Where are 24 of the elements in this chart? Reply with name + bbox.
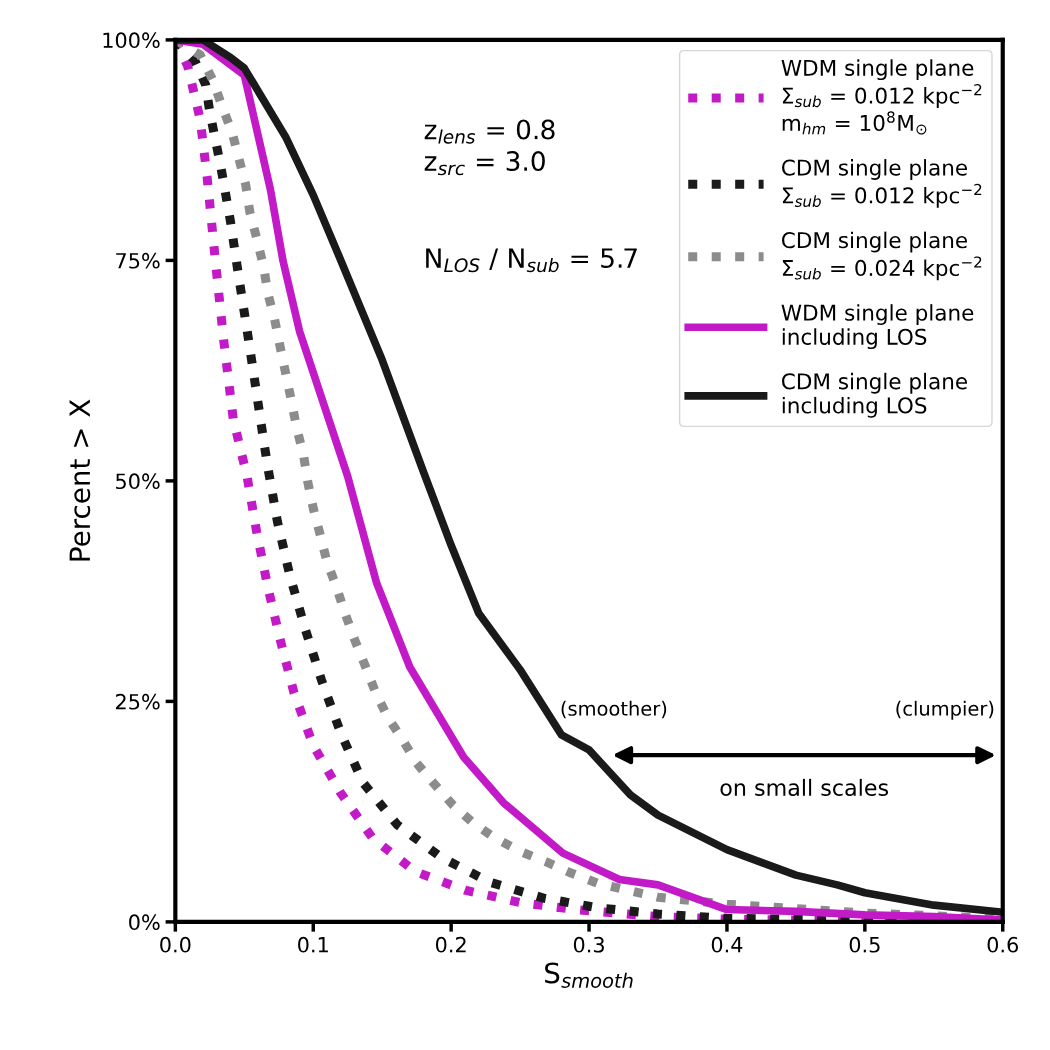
annotation: (clumpier) xyxy=(896,700,994,720)
x-tick-label: 0.5 xyxy=(849,936,880,953)
x-tick-label: 0.0 xyxy=(160,936,191,953)
annotation: (smoother) xyxy=(561,700,667,719)
x-tick-label: 0.3 xyxy=(573,936,604,953)
x-tick-label: 0.1 xyxy=(298,936,328,953)
annotation: on small scales xyxy=(720,778,889,797)
x-tick-label: 0.2 xyxy=(435,936,466,953)
annotation: N$_{LOS}$ / N$_{sub}$ = 5.7 xyxy=(426,248,637,273)
text: WDM single plane Σ$_{sub}$ = 0.012 kpc$^{−2}$ m$_{hm}$ = 10$^{8}$M$_{⊙}$ xyxy=(781,59,982,135)
y-tick-label: 100% xyxy=(103,32,160,49)
text: z$_{lens}$ = 0.8 z$_{src}$ = 3.0 xyxy=(424,119,555,176)
y-tick-label: 0% xyxy=(129,914,160,931)
legend-label: CDM single plane Σ$_{sub}$ = 0.012 kpc$^{−2}$ xyxy=(782,159,982,208)
y-tick-label: 75% xyxy=(116,252,160,269)
x-tick-label: 0.6 xyxy=(987,936,1018,953)
y-axis-title: Percent > X xyxy=(69,399,91,561)
legend-label: CDM single plane Σ$_{sub}$ = 0.024 kpc$^{−2}$ xyxy=(782,231,982,281)
x-axis-title: S$_{smooth}$ xyxy=(545,962,633,988)
y-tick-label: 25% xyxy=(115,693,160,710)
x-tick-label: 0.4 xyxy=(711,936,743,953)
legend-label: CDM single plane including LOS xyxy=(782,372,967,418)
y-tick-label: 50% xyxy=(116,473,160,490)
legend-label: WDM single plane including LOS xyxy=(781,304,974,350)
